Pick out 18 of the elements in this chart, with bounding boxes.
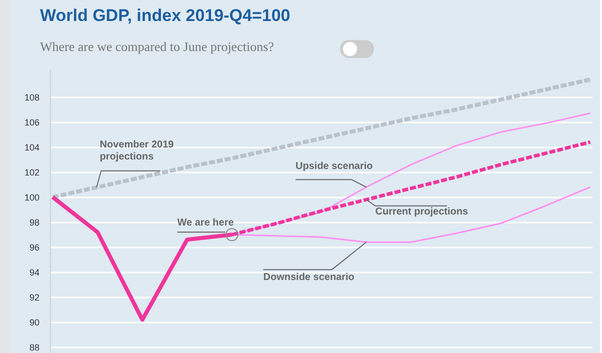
- y-tick-label: 102: [24, 168, 40, 178]
- annotation: We are here: [177, 217, 234, 228]
- series-label: November 2019 projections: [100, 140, 174, 163]
- y-tick-label: 96: [29, 242, 40, 253]
- y-tick-label: 88: [29, 342, 40, 353]
- series-label: Current projections: [375, 206, 468, 218]
- y-tick-label: 92: [29, 292, 40, 303]
- y-tick-label: 100: [24, 192, 40, 203]
- series-label: Upside scenario: [296, 161, 373, 172]
- chart-subtitle: Where are we compared to June projections?: [40, 38, 274, 56]
- y-tick-label: 90: [29, 318, 40, 328]
- y-tick-label: 104: [24, 142, 40, 153]
- text: Downside scenario: [263, 272, 354, 284]
- y-tick-label: 98: [29, 218, 40, 228]
- y-tick-label: 108: [24, 92, 40, 103]
- y-tick-label: 106: [24, 118, 40, 128]
- chart-title: World GDP, index 2019-Q4=100: [40, 5, 290, 27]
- y-tick-label: 94: [29, 268, 40, 278]
